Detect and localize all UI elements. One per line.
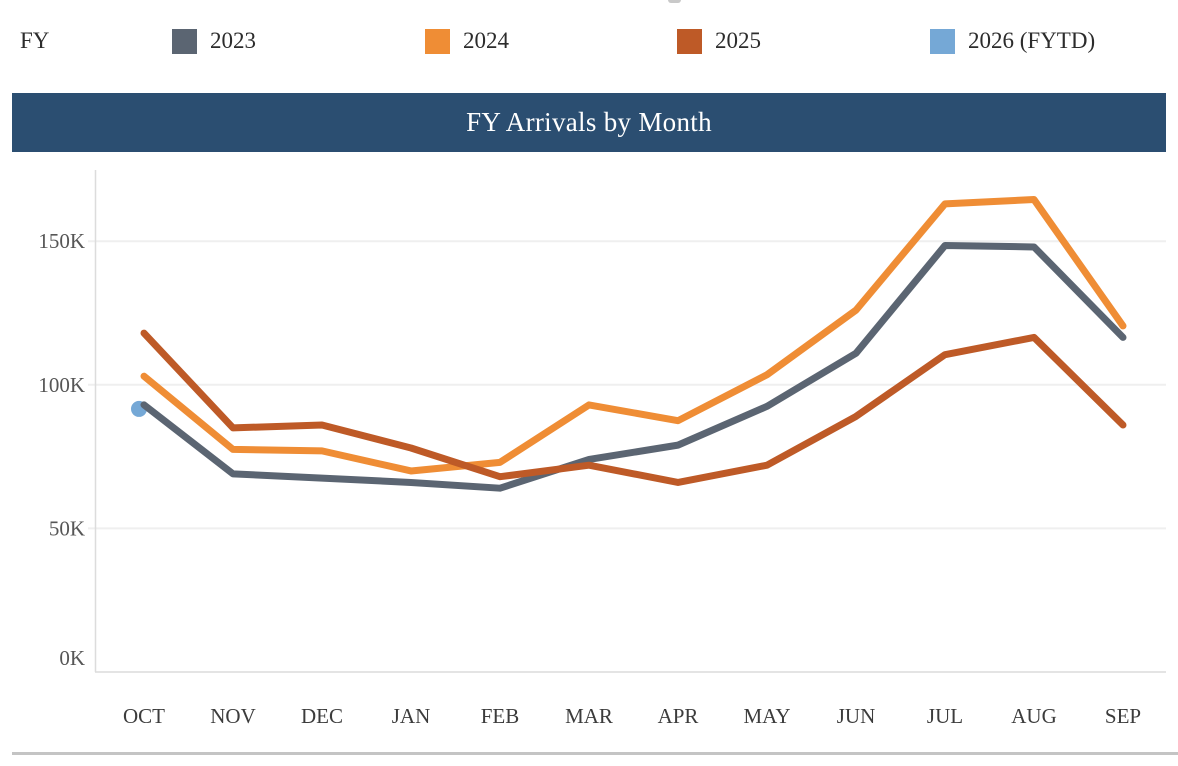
x-axis-tick-JUL: JUL <box>927 704 963 728</box>
legend-swatch-2026-fytd <box>930 28 955 54</box>
legend-item-2026-fytd[interactable]: 2026 (FYTD) <box>930 28 1095 56</box>
x-axis-tick-FEB: FEB <box>481 704 520 728</box>
x-axis-tick-AUG: AUG <box>1011 704 1057 728</box>
chart-title-bar: FY Arrivals by Month <box>12 93 1166 152</box>
y-axis-tick-150K: 150K <box>38 229 85 253</box>
x-axis-tick-JUN: JUN <box>837 704 876 728</box>
legend-swatch-2025 <box>677 28 702 54</box>
x-axis-tick-MAY: MAY <box>743 704 790 728</box>
legend-label-2023: 2023 <box>210 28 256 53</box>
y-axis-tick-50K: 50K <box>49 516 85 540</box>
bottom-divider <box>12 752 1178 755</box>
chart-title: FY Arrivals by Month <box>466 107 712 137</box>
y-axis-tick-0K: 0K <box>59 646 85 670</box>
cropped-top-element <box>668 0 681 3</box>
fy-legend-title: FY <box>20 28 50 53</box>
x-axis-tick-JAN: JAN <box>392 704 431 728</box>
legend-item-2025[interactable]: 2025 <box>677 28 761 56</box>
series-line-2025[interactable] <box>140 329 1127 486</box>
legend-label-2025: 2025 <box>715 28 761 53</box>
x-axis-tick-APR: APR <box>658 704 699 728</box>
legend-item-2023[interactable]: 2023 <box>172 28 256 56</box>
x-axis-tick-OCT: OCT <box>123 704 165 728</box>
legend-label-2026-fytd: 2026 (FYTD) <box>968 28 1096 53</box>
legend-label-2024: 2024 <box>463 28 509 53</box>
fy-arrivals-by-month-line-chart[interactable]: 0K 50K 100K 150K OCT NOV DEC JAN FEB MAR APR MAY JUN… <box>0 160 1178 760</box>
y-axis-tick-100K: 100K <box>38 373 85 397</box>
series-line-2024[interactable] <box>140 196 1127 475</box>
legend-swatch-2023 <box>172 28 197 54</box>
x-axis-tick-SEP: SEP <box>1105 704 1141 728</box>
legend-item-2024[interactable]: 2024 <box>425 28 509 56</box>
x-axis-tick-MAR: MAR <box>565 704 613 728</box>
legend-swatch-2024 <box>425 28 450 54</box>
x-axis-tick-NOV: NOV <box>210 704 256 728</box>
x-axis-tick-DEC: DEC <box>301 704 343 728</box>
series-line-2023[interactable] <box>140 242 1127 492</box>
fy-legend: FY 2023 2024 2025 2026 (FYTD) <box>0 0 1178 70</box>
